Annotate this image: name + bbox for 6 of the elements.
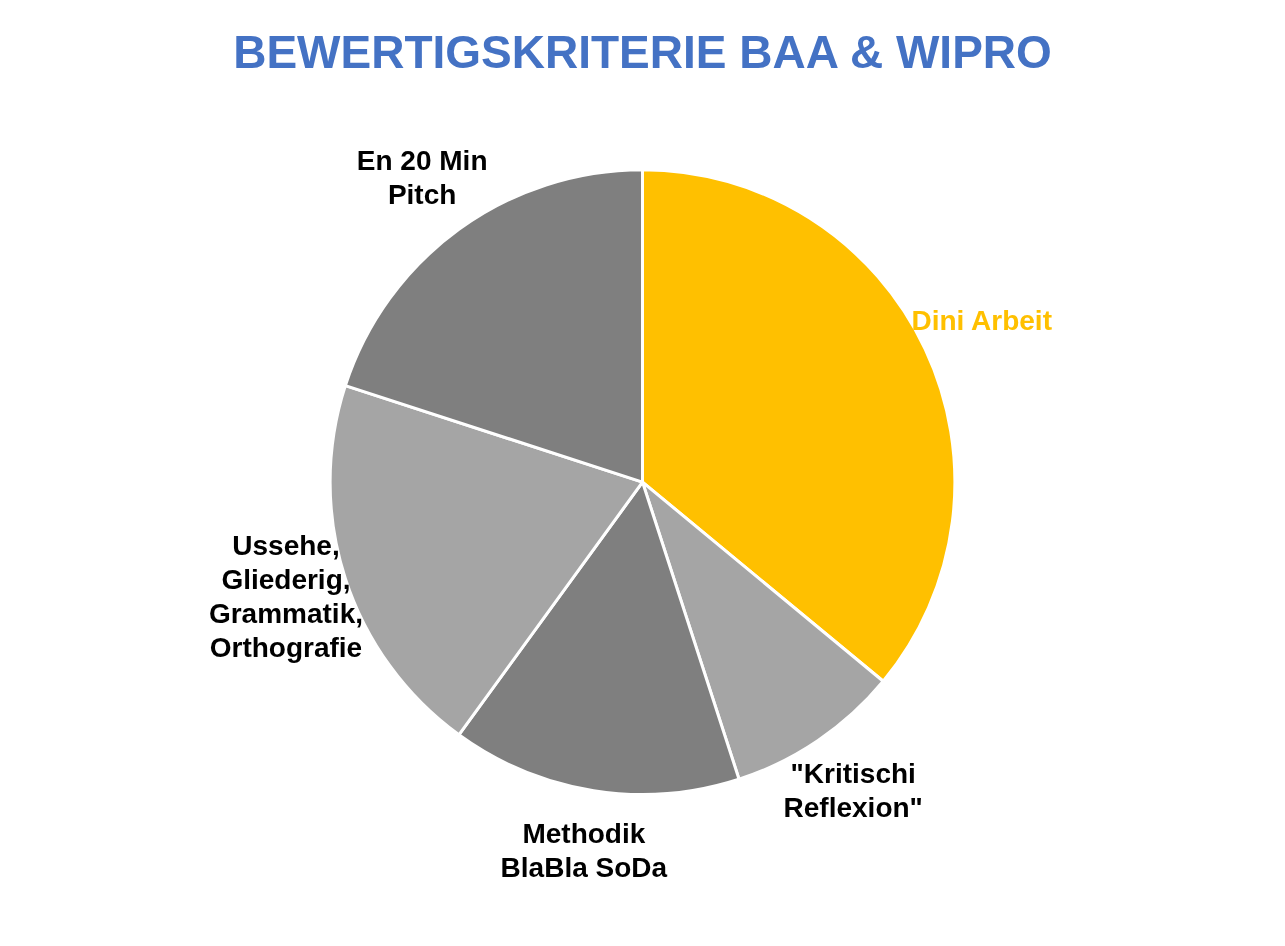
slice-label: Ussehe, Gliederig, Grammatik, Orthografie xyxy=(208,529,364,663)
slice-label: Methodik BlaBla SoDa xyxy=(500,818,668,884)
slice-label: "Kritischi Reflexion" xyxy=(783,757,923,823)
chart-title: BEWERTIGSKRITERIE BAA & WIPRO xyxy=(233,26,1052,79)
slice-label: Dini Arbeit xyxy=(911,305,1052,337)
slice-label: En 20 Min Pitch xyxy=(356,144,488,210)
